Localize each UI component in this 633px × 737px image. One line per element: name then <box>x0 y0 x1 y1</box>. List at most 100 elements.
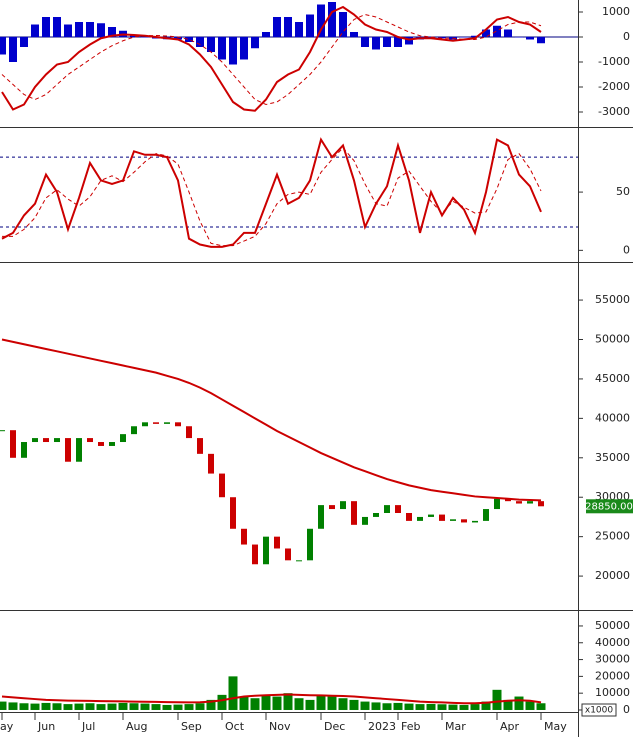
bar <box>415 704 425 710</box>
bar <box>361 37 369 47</box>
line <box>1 693 542 705</box>
candle <box>406 512 412 521</box>
bar <box>196 37 204 47</box>
bar <box>339 12 347 37</box>
bar <box>251 37 259 49</box>
bar <box>294 698 304 710</box>
candle <box>494 498 500 510</box>
bar <box>20 37 28 47</box>
candle <box>0 430 5 432</box>
bar <box>493 25 501 37</box>
x-tick-label: Jul <box>81 720 95 733</box>
bar <box>262 32 270 37</box>
y-tick-label: 1000 <box>602 5 630 18</box>
bar <box>470 704 480 710</box>
bar <box>284 17 292 37</box>
x-tick-label: 2023 <box>368 720 396 733</box>
bar <box>305 699 315 710</box>
bar <box>218 37 226 60</box>
candle <box>351 501 357 525</box>
y-tick-label: -1000 <box>598 55 630 68</box>
bar <box>514 696 524 710</box>
candle <box>208 453 214 474</box>
candle <box>252 544 258 565</box>
bar <box>471 35 479 37</box>
candle <box>175 422 181 427</box>
last-price-label: 28850.00 <box>585 501 633 512</box>
bar <box>438 37 446 39</box>
bar <box>448 704 458 710</box>
x-tick-label: Nov <box>269 720 291 733</box>
bar <box>141 37 149 38</box>
candle <box>450 519 456 521</box>
candle <box>296 560 302 562</box>
bar <box>393 702 403 710</box>
unit-label: x1000 <box>585 706 614 716</box>
candle <box>472 520 478 523</box>
x-tick-label: May <box>544 720 567 733</box>
bar <box>75 22 83 37</box>
bar <box>240 37 248 60</box>
bar <box>63 704 73 710</box>
bar <box>107 703 117 710</box>
bar <box>327 696 337 710</box>
bar <box>382 703 392 710</box>
candle <box>307 528 313 561</box>
candle <box>76 438 82 462</box>
bar <box>96 704 106 710</box>
bar <box>515 37 523 38</box>
candle <box>164 422 170 424</box>
candle <box>483 509 489 521</box>
bar <box>481 701 491 710</box>
candle <box>395 505 401 513</box>
x-tick-label: ay <box>0 720 14 733</box>
bar <box>404 703 414 710</box>
candle <box>32 438 38 443</box>
y-tick-label: 50000 <box>595 619 630 632</box>
candle <box>131 426 137 435</box>
bar <box>338 698 348 710</box>
bar <box>525 701 535 710</box>
bar <box>317 4 325 37</box>
bar <box>97 23 105 37</box>
bar <box>536 703 546 710</box>
bar <box>129 703 139 710</box>
unit-box <box>581 703 617 717</box>
bar <box>74 703 84 710</box>
signal-line <box>1 13 542 106</box>
bar <box>492 689 502 710</box>
bar <box>217 694 227 710</box>
bar <box>108 27 116 37</box>
bar <box>503 699 513 710</box>
bar <box>504 29 512 37</box>
candle <box>87 438 93 443</box>
candle <box>318 505 324 529</box>
candle <box>120 434 126 443</box>
candle <box>10 430 16 458</box>
candle <box>329 505 335 510</box>
y-tick-label: 30000 <box>595 653 630 666</box>
y-tick-label: 0 <box>623 243 630 256</box>
candle <box>527 501 533 504</box>
bar <box>185 37 193 42</box>
bar <box>383 37 391 47</box>
bar <box>371 702 381 710</box>
bar <box>19 703 29 710</box>
line <box>1 5 542 112</box>
bar <box>162 704 172 710</box>
bar <box>0 37 6 55</box>
y-tick-label: 20000 <box>595 669 630 682</box>
candle <box>230 497 236 529</box>
bar <box>273 17 281 37</box>
y-tick-label: 10000 <box>595 686 630 699</box>
candle <box>21 442 27 458</box>
bar <box>272 696 282 710</box>
bar <box>0 701 7 710</box>
signal-line <box>2 147 542 247</box>
candle <box>373 512 379 517</box>
bar <box>184 704 194 710</box>
bar <box>30 703 40 710</box>
